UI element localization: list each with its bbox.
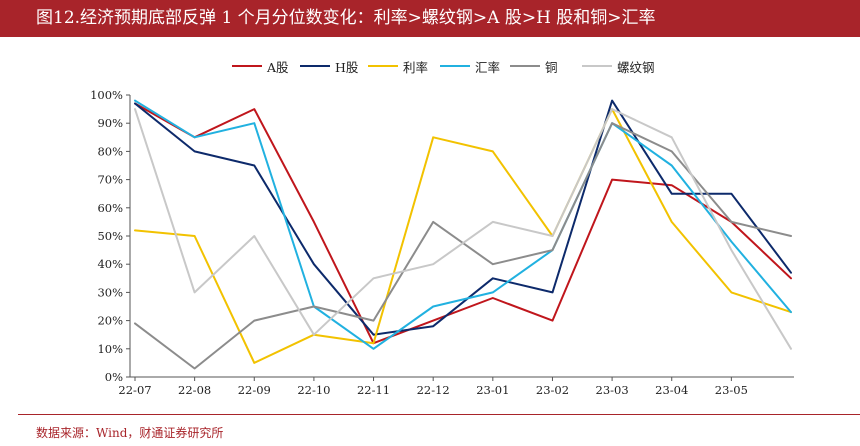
- line-chart: 0% 10% 20% 30% 40% 50% 60% 70% 80% 90% 100% 22-07 22…: [90, 88, 794, 397]
- y-tick-label: 90%: [97, 116, 123, 130]
- y-tick-label: 100%: [90, 88, 123, 102]
- legend-item-a-share: A股: [232, 56, 289, 76]
- x-tick-label: 23-05: [715, 383, 748, 397]
- y-tick-label: 80%: [97, 144, 123, 158]
- y-tick-label: 40%: [97, 257, 123, 271]
- legend-label: H股: [335, 59, 359, 75]
- legend-swatch: [232, 65, 262, 67]
- legend-item-copper: 铜: [510, 56, 558, 76]
- series-line-0: [134, 102, 792, 345]
- legend-swatch: [510, 65, 540, 67]
- legend-label: 汇率: [475, 59, 501, 75]
- legend-swatch: [440, 65, 470, 67]
- legend-swatch: [582, 65, 612, 67]
- chart-legend: A股 H股 利率 汇率 铜 螺纹钢: [0, 56, 860, 76]
- legend-item-h-share: H股: [300, 56, 358, 76]
- legend-label: 螺纹钢: [617, 59, 655, 75]
- legend-label: A股: [267, 59, 289, 75]
- series-line-1: [134, 99, 792, 336]
- x-tick-label: 22-09: [238, 383, 271, 397]
- legend-label: 利率: [403, 59, 429, 75]
- x-tick-label: 23-04: [655, 383, 688, 397]
- legend-item-rebar: 螺纹钢: [582, 56, 655, 76]
- legend-item-rate: 利率: [368, 56, 428, 76]
- legend-item-fx: 汇率: [440, 56, 500, 76]
- page-title: 图12.经济预期底部反弹 1 个月分位数变化：利率>螺纹钢>A 股>H 股和铜>…: [0, 0, 860, 37]
- y-tick-label: 20%: [97, 314, 123, 328]
- x-tick-label: 23-02: [536, 383, 569, 397]
- source-note: 数据来源：Wind，财通证券研究所: [36, 426, 224, 440]
- x-tick-label: 22-12: [417, 383, 450, 397]
- x-tick-label: 23-01: [476, 383, 509, 397]
- y-tick-label: 50%: [97, 229, 123, 243]
- x-tick-label: 22-10: [297, 383, 330, 397]
- series-line-3: [134, 99, 792, 350]
- x-tick-label: 22-07: [118, 383, 151, 397]
- x-tick-label: 23-03: [596, 383, 629, 397]
- y-tick-label: 0%: [105, 370, 123, 384]
- x-tick-label: 22-11: [357, 383, 390, 397]
- y-tick-label: 70%: [97, 173, 123, 187]
- series-line-2: [134, 108, 792, 364]
- x-tick-label: 22-08: [178, 383, 211, 397]
- legend-swatch: [300, 65, 330, 67]
- legend-swatch: [368, 65, 398, 67]
- footer-divider: [18, 414, 860, 415]
- y-tick-label: 10%: [97, 342, 123, 356]
- y-tick-label: 30%: [97, 285, 123, 299]
- y-tick-label: 60%: [97, 201, 123, 215]
- series-line-5: [134, 108, 792, 350]
- legend-label: 铜: [545, 59, 558, 75]
